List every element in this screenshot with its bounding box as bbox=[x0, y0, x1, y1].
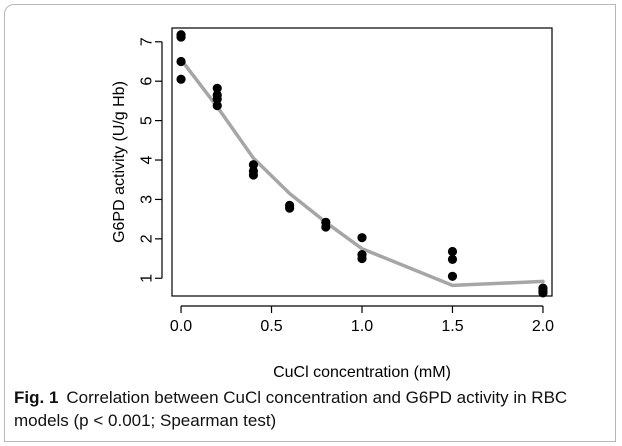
figure-label: Fig. 1 bbox=[14, 388, 59, 407]
x-tick-label: 1.5 bbox=[441, 318, 463, 335]
points-layer bbox=[176, 30, 548, 298]
x-tick-label: 0.0 bbox=[170, 318, 192, 335]
x-tick-label: 1.0 bbox=[351, 318, 373, 335]
data-point bbox=[285, 203, 295, 213]
x-axis: 0.0 0.5 1.0 1.5 2.0 bbox=[170, 305, 554, 335]
data-point bbox=[447, 271, 458, 281]
fit-line-layer bbox=[179, 57, 545, 288]
y-axis-label: G6PD activity (U/g Hb) bbox=[111, 81, 128, 243]
x-axis-label: CuCl concentration (mM) bbox=[273, 364, 451, 381]
data-point bbox=[212, 94, 222, 104]
data-point bbox=[176, 74, 186, 84]
x-tick-label: 0.5 bbox=[260, 318, 282, 335]
y-axis: 1 2 3 4 5 6 7 bbox=[139, 37, 163, 283]
x-tick-label: 2.0 bbox=[532, 318, 554, 335]
data-point bbox=[447, 246, 458, 257]
y-tick-label: 2 bbox=[139, 234, 156, 243]
y-tick-label: 7 bbox=[139, 37, 156, 46]
data-point bbox=[447, 254, 458, 264]
data-point bbox=[176, 32, 186, 42]
fit-line bbox=[179, 57, 545, 288]
data-point bbox=[212, 83, 222, 93]
data-point bbox=[321, 222, 331, 232]
plot-area-frame bbox=[171, 27, 553, 297]
y-tick-label: 6 bbox=[139, 77, 156, 86]
y-tick-label: 1 bbox=[139, 274, 156, 283]
figure-caption-text: Correlation between CuCl concentration a… bbox=[14, 388, 568, 430]
data-point bbox=[176, 56, 186, 67]
figure-caption: Fig. 1 Correlation between CuCl concentra… bbox=[14, 386, 614, 432]
y-tick-label: 4 bbox=[139, 155, 156, 164]
data-point bbox=[248, 170, 259, 180]
data-point bbox=[538, 288, 548, 298]
data-point bbox=[357, 233, 367, 243]
y-tick-label: 3 bbox=[139, 195, 156, 204]
data-point bbox=[357, 253, 367, 264]
data-point bbox=[248, 160, 259, 170]
data-point bbox=[212, 101, 222, 111]
figure-frame bbox=[4, 4, 616, 442]
y-tick-label: 5 bbox=[139, 116, 156, 125]
